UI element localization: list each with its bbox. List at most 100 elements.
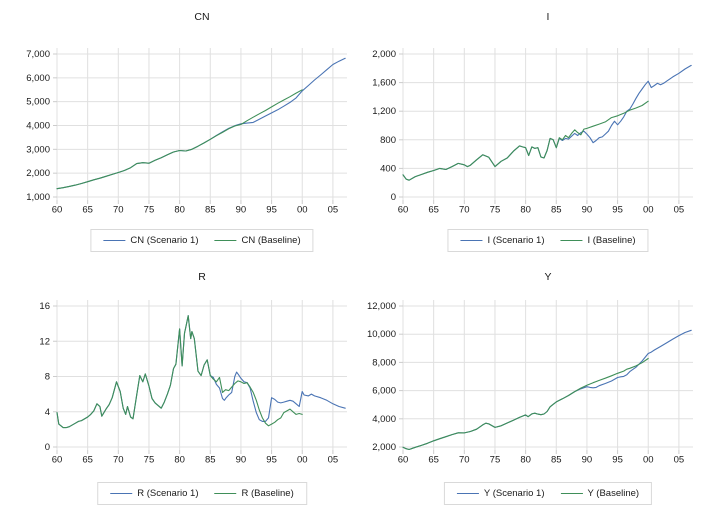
axis-labels: 2,000 4,000 6,000 8,000 10,000 12,000 60 65 70 75…: [367, 301, 684, 466]
series-baseline-line: [402, 357, 649, 451]
chart-panel-r: 0 4 8 12 16 60 65 70 75 80 85 90 95 00 05 R R (Scenari…: [0, 264, 360, 528]
svg-text:90: 90: [236, 455, 247, 466]
legend-swatch-scenario: [456, 492, 479, 495]
svg-text:4,000: 4,000: [26, 121, 50, 132]
svg-text:70: 70: [459, 455, 470, 466]
svg-text:75: 75: [144, 205, 155, 216]
chart-title: Y: [544, 271, 552, 283]
svg-text:6,000: 6,000: [372, 386, 396, 397]
legend: Y (Scenario 1) Y (Baseline): [443, 482, 653, 505]
svg-text:80: 80: [520, 455, 531, 466]
legend-entry: Y (Scenario 1): [456, 488, 545, 499]
legend-label-scenario: CN (Scenario 1): [130, 235, 199, 246]
legend-swatch-scenario: [460, 239, 483, 242]
gridlines: [402, 48, 693, 200]
svg-text:80: 80: [174, 455, 185, 466]
legend-entry: I (Baseline): [560, 235, 636, 246]
plot-area: 2,000 4,000 6,000 8,000 10,000 12,000 60 65 70 75…: [367, 300, 693, 466]
svg-text:12,000: 12,000: [367, 301, 396, 312]
svg-text:95: 95: [266, 455, 277, 466]
legend-entry: CN (Scenario 1): [103, 235, 198, 246]
axis-ticks: [399, 53, 680, 204]
svg-text:4: 4: [45, 407, 50, 418]
svg-text:7,000: 7,000: [26, 49, 50, 60]
svg-text:70: 70: [113, 205, 124, 216]
gridlines: [56, 48, 347, 200]
svg-text:12: 12: [39, 336, 50, 347]
legend-entry: R (Baseline): [214, 488, 294, 499]
axis-labels: 0 400 800 1,200 1,600 2,000 60 65 70 75 80 85 90 95 00…: [372, 49, 684, 216]
legend-label-scenario: I (Scenario 1): [487, 235, 545, 246]
svg-text:0: 0: [391, 192, 396, 203]
series-baseline-line: [56, 89, 303, 190]
svg-text:80: 80: [520, 205, 531, 216]
legend: R (Scenario 1) R (Baseline): [97, 482, 307, 505]
legend-label-baseline: R (Baseline): [241, 488, 294, 499]
legend-swatch-scenario: [103, 239, 126, 242]
axis-ticks: [399, 305, 680, 454]
svg-text:2,000: 2,000: [372, 49, 396, 60]
axis-labels: 0 4 8 12 16 60 65 70 75 80 85 90 95 00 05: [39, 301, 338, 466]
chart-panel-i: 0 400 800 1,200 1,600 2,000 60 65 70 75 80 85 90 95 00…: [360, 0, 720, 264]
legend-label-baseline: CN (Baseline): [241, 235, 301, 246]
plot-area: 0 4 8 12 16 60 65 70 75 80 85 90 95 00 05: [39, 300, 347, 466]
axis-ticks: [53, 305, 334, 454]
chart-panel-y: 2,000 4,000 6,000 8,000 10,000 12,000 60 65 70 75…: [360, 264, 720, 528]
svg-text:75: 75: [490, 455, 501, 466]
svg-text:85: 85: [551, 455, 562, 466]
plot-area: 1,000 2,000 3,000 4,000 5,000 6,000 7,000 60 65 7…: [26, 48, 347, 216]
legend-entry: Y (Baseline): [560, 488, 639, 499]
legend-swatch-baseline: [560, 239, 583, 242]
svg-text:400: 400: [380, 163, 396, 174]
legend-label-scenario: Y (Scenario 1): [483, 488, 545, 499]
svg-text:2,000: 2,000: [372, 442, 396, 453]
svg-text:60: 60: [398, 455, 409, 466]
svg-text:1,000: 1,000: [26, 192, 50, 203]
svg-text:00: 00: [643, 455, 654, 466]
svg-text:60: 60: [52, 205, 63, 216]
svg-text:75: 75: [490, 205, 501, 216]
svg-text:16: 16: [39, 301, 50, 312]
axis-ticks: [53, 53, 334, 204]
svg-text:2,000: 2,000: [26, 168, 50, 179]
svg-text:8: 8: [45, 372, 50, 383]
gridlines: [402, 300, 693, 450]
svg-text:0: 0: [45, 442, 50, 453]
svg-text:95: 95: [266, 205, 277, 216]
svg-text:1,600: 1,600: [372, 78, 396, 89]
svg-text:85: 85: [551, 205, 562, 216]
axis-labels: 1,000 2,000 3,000 4,000 5,000 6,000 7,000 60 65 7…: [26, 49, 338, 216]
svg-text:75: 75: [144, 455, 155, 466]
svg-text:1,200: 1,200: [372, 106, 396, 117]
legend-entry: CN (Baseline): [214, 235, 301, 246]
legend-label-baseline: Y (Baseline): [587, 488, 640, 499]
legend-entry: R (Scenario 1): [110, 488, 198, 499]
svg-text:8,000: 8,000: [372, 357, 396, 368]
svg-text:65: 65: [428, 205, 439, 216]
svg-text:60: 60: [398, 205, 409, 216]
svg-text:05: 05: [674, 455, 685, 466]
series-baseline-line: [402, 100, 649, 181]
svg-text:00: 00: [297, 455, 308, 466]
legend-swatch-baseline: [560, 492, 583, 495]
svg-text:00: 00: [297, 205, 308, 216]
legend-swatch-baseline: [214, 492, 237, 495]
svg-text:800: 800: [380, 135, 396, 146]
legend-label-baseline: I (Baseline): [587, 235, 636, 246]
svg-text:60: 60: [52, 455, 63, 466]
svg-text:90: 90: [582, 455, 593, 466]
series-baseline-line: [56, 315, 303, 429]
svg-text:85: 85: [205, 455, 216, 466]
svg-text:10,000: 10,000: [367, 329, 396, 340]
legend-entry: I (Scenario 1): [460, 235, 544, 246]
svg-text:65: 65: [82, 455, 93, 466]
svg-text:95: 95: [612, 455, 623, 466]
svg-text:3,000: 3,000: [26, 144, 50, 155]
svg-text:90: 90: [582, 205, 593, 216]
svg-text:70: 70: [459, 205, 470, 216]
svg-text:05: 05: [328, 455, 339, 466]
svg-text:05: 05: [674, 205, 685, 216]
svg-text:70: 70: [113, 455, 124, 466]
svg-text:65: 65: [428, 455, 439, 466]
